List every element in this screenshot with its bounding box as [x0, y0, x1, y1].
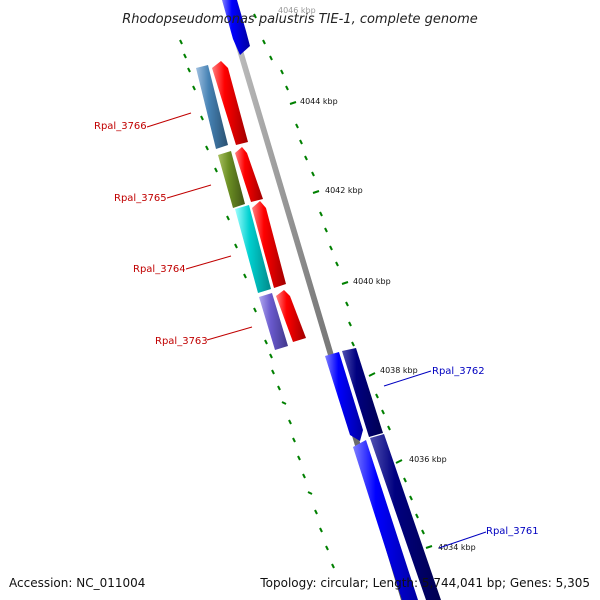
gene-label-rpal-3764[interactable]: Rpal_3764	[133, 264, 186, 275]
gene-label-rpal-3761[interactable]: Rpal_3761	[486, 526, 539, 537]
tick-label-4042: 4042 kbp	[325, 186, 363, 195]
tick-label-4036: 4036 kbp	[409, 455, 447, 464]
tick-label-4044: 4044 kbp	[300, 97, 338, 106]
tick-label-4038: 4038 kbp	[380, 366, 418, 375]
cog-bar-rpal-3763[interactable]	[259, 293, 288, 350]
tick-label-4034: 4034 kbp	[438, 543, 476, 552]
genome-summary-label: Topology: circular; Length: 5,744,041 bp…	[259, 576, 590, 590]
accession-label: Accession: NC_011004	[9, 576, 145, 590]
gene-arrow-rpal-3761[interactable]	[353, 440, 418, 600]
gene-label-rpal-3766[interactable]: Rpal_3766	[94, 121, 147, 132]
gene-arrow-rpal-3765[interactable]	[235, 147, 263, 202]
cog-bar-rpal-3762[interactable]	[342, 348, 383, 437]
tick-label-4046: 4046 kbp	[278, 6, 316, 15]
gene-arrow-top-partial[interactable]	[222, 0, 250, 55]
tick-label-4040: 4040 kbp	[353, 277, 391, 286]
gene-label-rpal-3763[interactable]: Rpal_3763	[155, 336, 208, 347]
cog-bar-rpal-3761[interactable]	[370, 434, 441, 600]
tick-labels: 4046 kbp 4044 kbp 4042 kbp 4040 kbp 4038…	[278, 6, 476, 552]
inner-tick-track	[179, 39, 335, 569]
map-title: Rhodopseudomonas palustris TIE-1, comple…	[122, 12, 478, 27]
gene-arrow-rpal-3763[interactable]	[276, 290, 306, 342]
gene-label-rpal-3765[interactable]: Rpal_3765	[114, 193, 167, 204]
gene-leader-lines	[146, 112, 487, 549]
gene-arrow-rpal-3762[interactable]	[325, 352, 363, 441]
cog-bar-rpal-3765[interactable]	[218, 151, 245, 208]
cog-bar-rpal-3764[interactable]	[235, 205, 271, 293]
gene-arrow-rpal-3766[interactable]	[212, 61, 248, 145]
gene-arrow-rpal-3764[interactable]	[252, 201, 286, 288]
outer-tick-track	[253, 13, 433, 549]
gene-label-rpal-3762[interactable]: Rpal_3762	[432, 366, 485, 377]
cog-bar-rpal-3766[interactable]	[196, 65, 228, 149]
